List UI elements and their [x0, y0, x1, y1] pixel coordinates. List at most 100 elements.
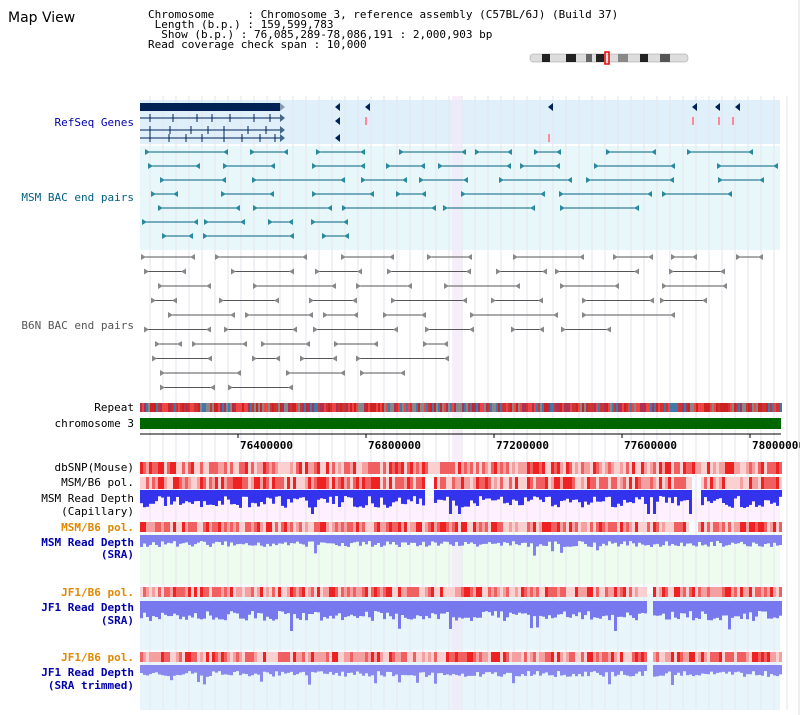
repeat-segment [172, 403, 174, 412]
polymorphism-cell [278, 462, 281, 474]
depth-bar [536, 535, 539, 547]
repeat-segment [740, 403, 742, 412]
msm-bac-track[interactable] [142, 149, 778, 239]
depth-bar [287, 490, 290, 500]
polymorphism-cell [668, 652, 671, 662]
depth-bar [533, 665, 536, 675]
polymorphism-cell [563, 522, 566, 532]
polymorphism-cell [260, 462, 263, 474]
polymorphism-cell [323, 462, 326, 474]
polymorphism-cell [296, 477, 299, 489]
polymorphism-cell [551, 652, 554, 662]
repeat-track[interactable] [140, 403, 782, 412]
depth-bar [365, 490, 368, 506]
bac-end [193, 219, 198, 225]
polymorphism-cell [701, 652, 704, 662]
depth-bar [713, 665, 716, 675]
polymorphism-cell [449, 652, 452, 662]
polymorphism-cell [182, 652, 185, 662]
depth-bar [518, 665, 521, 677]
polymorphism-cell [686, 462, 689, 474]
depth-bar [542, 665, 545, 674]
info-chromosome-value: Chromosome 3, reference assembly (C57BL/… [260, 8, 619, 21]
polymorphism-cell [263, 652, 266, 662]
depth-bar [473, 665, 476, 676]
polymorphism-cell [689, 462, 692, 474]
polymorphism-cell [431, 587, 434, 597]
repeat-segment [302, 403, 304, 412]
polymorphism-cell [482, 587, 485, 597]
repeat-segment [406, 403, 408, 412]
polymorphism-cell [428, 462, 431, 474]
polymorphism-cell [755, 477, 758, 489]
depth-bar [248, 601, 251, 615]
depth-bar [431, 601, 434, 614]
polymorphism-cell [629, 522, 632, 532]
coverage-tracks[interactable] [140, 462, 782, 685]
polymorphism-cell [623, 652, 626, 662]
depth-bar [437, 490, 440, 500]
depth-bar [194, 665, 197, 673]
polymorphism-cell [350, 522, 353, 532]
repeat-segment [514, 403, 516, 412]
refseq-genes-track[interactable] [140, 103, 740, 142]
depth-bar [443, 490, 446, 501]
repeat-segment [544, 403, 546, 412]
depth-bar [656, 535, 659, 544]
b6n-bac-track[interactable] [141, 254, 763, 391]
depth-bar [362, 490, 365, 508]
repeat-segment [554, 403, 556, 412]
repeat-segment [156, 403, 158, 412]
repeat-segment [316, 403, 318, 412]
gene-marker [718, 117, 720, 125]
polymorphism-cell [311, 462, 314, 474]
polymorphism-cell [422, 477, 425, 489]
depth-bar [425, 535, 428, 547]
repeat-segment [746, 403, 748, 412]
depth-bar [263, 535, 266, 547]
polymorphism-cell [686, 652, 689, 662]
depth-bar [611, 490, 614, 507]
repeat-segment [532, 403, 534, 412]
bac-end [515, 283, 520, 289]
depth-bar [566, 601, 569, 618]
bac-end [311, 219, 316, 225]
depth-bar [257, 665, 260, 675]
depth-bar [512, 490, 515, 500]
depth-bar [461, 665, 464, 674]
bac-end [369, 191, 374, 197]
repeat-segment [260, 403, 262, 412]
polymorphism-cell [764, 587, 767, 597]
repeat-segment [250, 403, 252, 412]
chromosome-bar[interactable] [140, 418, 781, 429]
polymorphism-cell [218, 477, 221, 489]
refseq-genes-label[interactable]: RefSeq Genes [55, 116, 134, 129]
depth-bar [647, 490, 650, 514]
polymorphism-cell [269, 652, 272, 662]
polymorphism-cell [617, 462, 620, 474]
depth-bar [689, 490, 692, 514]
depth-bar [734, 665, 737, 673]
polymorphism-cell [590, 652, 593, 662]
polymorphism-cell [617, 522, 620, 532]
depth-bar [347, 601, 350, 617]
depth-bar [719, 490, 722, 499]
bac-end [687, 149, 692, 155]
chromosome-ideogram[interactable] [529, 51, 689, 65]
polymorphism-cell [548, 587, 551, 597]
b6n-bac-label[interactable]: B6N BAC end pairs [21, 319, 134, 332]
depth-bar [209, 490, 212, 505]
polymorphism-cell [722, 652, 725, 662]
polymorphism-cell [239, 652, 242, 662]
repeat-segment [426, 403, 428, 412]
repeat-segment [714, 403, 716, 412]
polymorphism-cell [668, 587, 671, 597]
polymorphism-cell [761, 477, 764, 489]
polymorphism-cell [422, 652, 425, 662]
msm-bac-label[interactable]: MSM BAC end pairs [21, 191, 134, 204]
polymorphism-cell [353, 462, 356, 474]
depth-bar [698, 665, 701, 676]
polymorphism-cell [194, 587, 197, 597]
depth-bar [317, 601, 320, 613]
